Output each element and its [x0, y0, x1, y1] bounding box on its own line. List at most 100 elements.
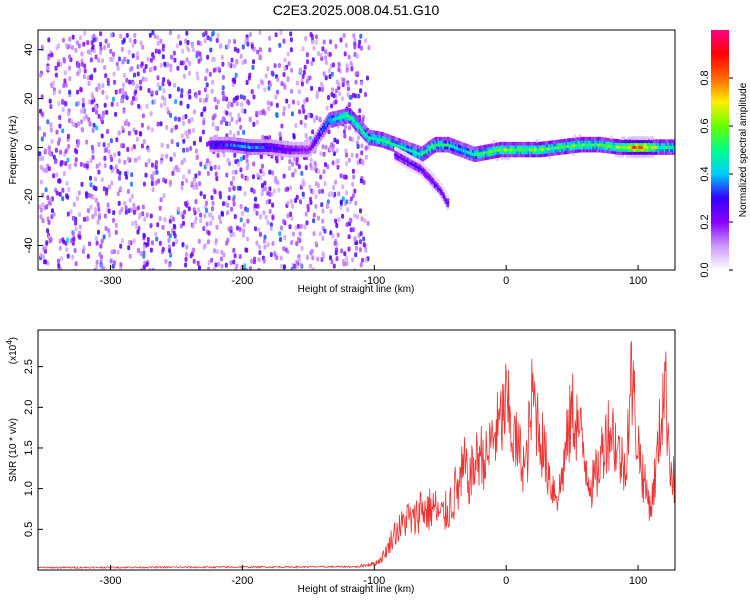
- heatmap-cell: [180, 185, 184, 191]
- heatmap-cell: [97, 57, 101, 63]
- heatmap-cell: [313, 160, 317, 166]
- heatmap-cell: [254, 196, 257, 202]
- heatmap-cell: [269, 82, 272, 87]
- heatmap-cell: [348, 136, 352, 142]
- heatmap-cell: [272, 188, 276, 194]
- heatmap-cell: [446, 203, 450, 208]
- heatmap-cell: [39, 214, 43, 220]
- heatmap-cell: [211, 121, 215, 127]
- heatmap-cell: [215, 104, 218, 110]
- heatmap-cell: [221, 85, 225, 91]
- heatmap-cell: [121, 125, 125, 131]
- heatmap-cell: [182, 174, 186, 180]
- heatmap-cell: [78, 234, 82, 240]
- heatmap-cell: [144, 172, 148, 178]
- heatmap-cell: [283, 57, 287, 63]
- colorbar-tick-label: 0.6: [699, 118, 711, 133]
- heatmap-cell: [250, 89, 254, 95]
- heatmap-cell: [71, 34, 75, 40]
- heatmap-cell: [309, 196, 312, 202]
- heatmap-cell: [341, 196, 345, 202]
- heatmap-cell: [136, 229, 140, 235]
- heatmap-cell: [122, 72, 126, 78]
- heatmap-cell: [100, 177, 104, 183]
- heatmap-cell: [105, 94, 109, 100]
- heatmap-cell: [168, 248, 172, 254]
- heatmap-cell: [38, 151, 42, 157]
- heatmap-cell: [93, 268, 97, 270]
- heatmap-cell: [184, 38, 188, 44]
- snr-panel: -300 -200 -100 0 100 0.5 1.0 1.5 2.0 2.5 Height …: [5, 329, 676, 595]
- heatmap-cell: [226, 237, 230, 243]
- heatmap-cell: [45, 204, 49, 210]
- heatmap-cell: [190, 117, 194, 122]
- heatmap-cell: [228, 187, 232, 192]
- heatmap-cell: [211, 30, 215, 36]
- heatmap-cell: [277, 187, 281, 193]
- heatmap-cell: [367, 45, 371, 51]
- heatmap-cell: [50, 52, 54, 58]
- heatmap-cell: [269, 222, 273, 228]
- heatmap-cell: [203, 213, 207, 219]
- heatmap-cell: [177, 116, 181, 122]
- heatmap-cell: [268, 35, 272, 41]
- heatmap-cell: [138, 130, 142, 136]
- heatmap-cell: [446, 206, 450, 211]
- heatmap-cell: [55, 45, 59, 51]
- heatmap-cell: [68, 165, 72, 170]
- heatmap-cell: [39, 179, 43, 185]
- heatmap-cell: [124, 209, 128, 215]
- heatmap-cell: [264, 73, 268, 79]
- heatmap-cell: [163, 61, 167, 67]
- heatmap-cell: [221, 61, 225, 67]
- heatmap-cell: [139, 85, 143, 91]
- heatmap-cell: [184, 65, 188, 71]
- heatmap-cell: [52, 154, 56, 160]
- heatmap-cell: [324, 60, 328, 65]
- heatmap-cell: [288, 159, 292, 165]
- heatmap-cell: [94, 207, 97, 213]
- heatmap-cell: [343, 51, 347, 57]
- heatmap-cell: [136, 55, 140, 61]
- heatmap-cell: [248, 32, 252, 37]
- heatmap-cell: [287, 165, 291, 171]
- heatmap-cell: [187, 47, 190, 53]
- heatmap-cell: [263, 186, 267, 192]
- heatmap-cell: [331, 233, 335, 239]
- heatmap-cell: [68, 89, 72, 95]
- heatmap-cell: [274, 94, 278, 100]
- heatmap-cell: [197, 207, 201, 213]
- heatmap-cell: [87, 192, 91, 198]
- heatmap-cell: [205, 68, 209, 74]
- heatmap-cell: [303, 122, 307, 128]
- heatmap-cell: [58, 115, 62, 120]
- heatmap-cell: [202, 120, 206, 126]
- y-tick-label: 2.5: [23, 359, 35, 374]
- heatmap-cell: [176, 142, 180, 148]
- heatmap-cell: [268, 199, 272, 204]
- heatmap-cell: [217, 66, 221, 72]
- heatmap-cell: [276, 89, 279, 95]
- heatmap-cell: [180, 93, 183, 99]
- heatmap-cell: [297, 89, 301, 95]
- heatmap-cell: [269, 226, 273, 232]
- heatmap-cell: [286, 200, 290, 206]
- heatmap-cell: [41, 202, 45, 208]
- heatmap-cell: [174, 124, 178, 130]
- heatmap-cell: [176, 206, 180, 212]
- heatmap-cell: [342, 261, 346, 267]
- heatmap-cell: [571, 152, 575, 157]
- heatmap-cell: [199, 218, 203, 224]
- heatmap-cell: [81, 248, 85, 254]
- heatmap-cell: [103, 45, 107, 50]
- heatmap-cell: [305, 78, 309, 84]
- heatmap-cell: [62, 83, 66, 88]
- heatmap-cell: [214, 262, 218, 268]
- heatmap-cell: [312, 45, 316, 51]
- heatmap-cell: [152, 54, 156, 60]
- heatmap-cell: [279, 30, 283, 36]
- heatmap-cell: [343, 251, 347, 257]
- y-tick-label: 2.0: [23, 400, 35, 415]
- heatmap-cell: [150, 162, 154, 168]
- heatmap-cell: [150, 127, 154, 133]
